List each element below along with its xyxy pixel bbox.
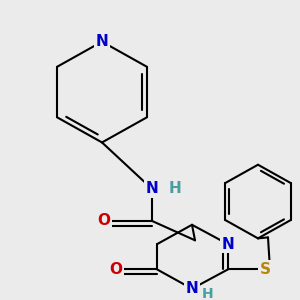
Text: N: N <box>96 34 108 49</box>
Text: S: S <box>260 262 271 277</box>
Text: N: N <box>222 237 234 252</box>
Text: N: N <box>146 182 158 196</box>
Text: H: H <box>169 182 182 196</box>
Text: H: H <box>202 286 214 300</box>
Text: O: O <box>110 262 122 277</box>
Text: O: O <box>98 213 110 228</box>
Text: N: N <box>186 281 198 296</box>
